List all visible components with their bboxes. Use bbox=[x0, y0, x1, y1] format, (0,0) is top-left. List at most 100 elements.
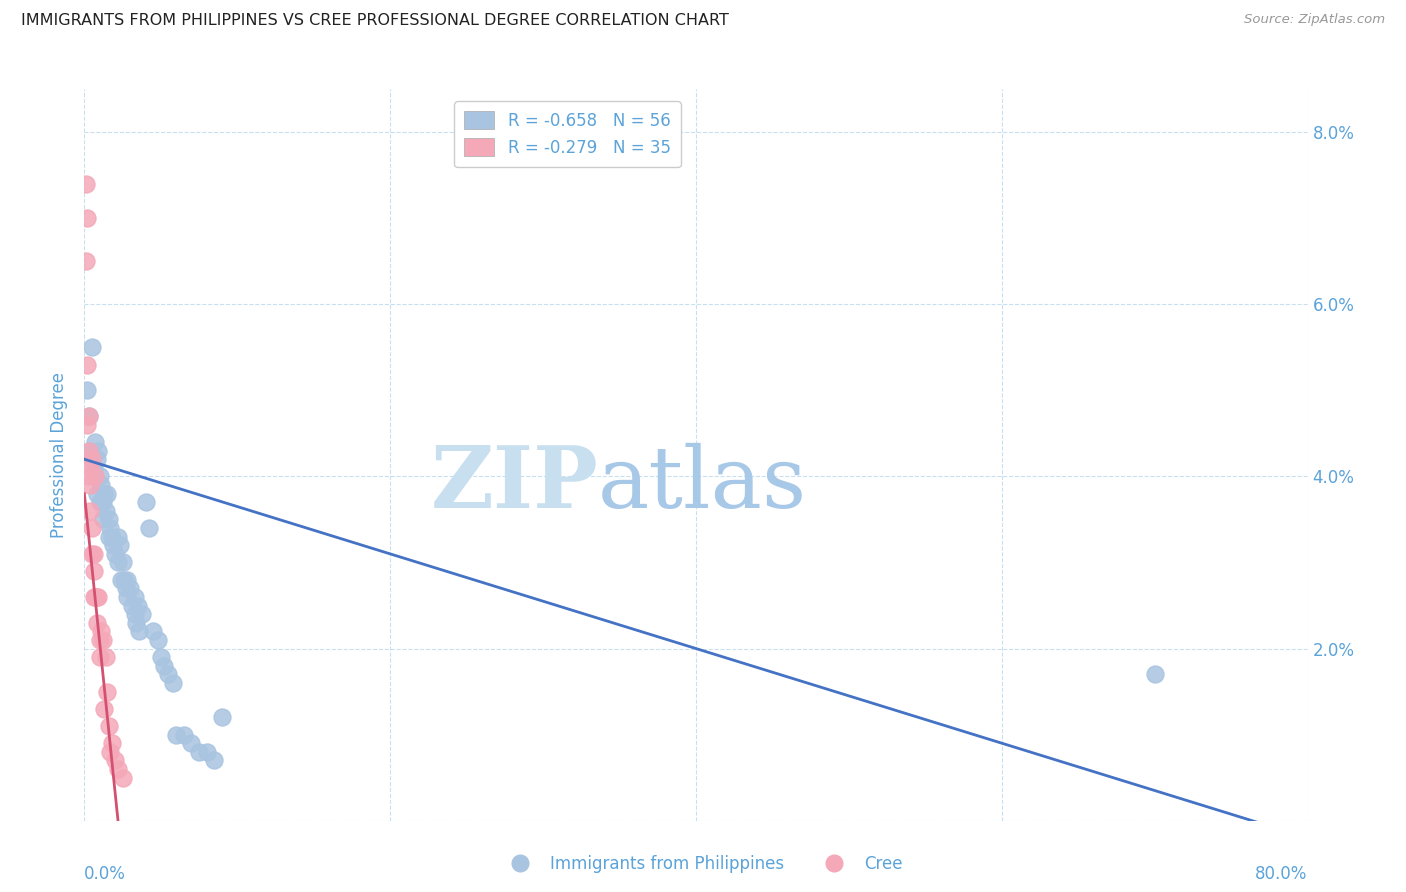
Text: 80.0%: 80.0% bbox=[1256, 864, 1308, 882]
Point bbox=[87, 590, 110, 604]
Point bbox=[80, 340, 103, 354]
Point bbox=[108, 538, 131, 552]
Legend: Immigrants from Philippines, Cree: Immigrants from Philippines, Cree bbox=[496, 848, 910, 880]
Point bbox=[107, 530, 129, 544]
Point bbox=[110, 573, 132, 587]
Point bbox=[111, 556, 134, 570]
Point bbox=[96, 486, 118, 500]
Point bbox=[111, 771, 134, 785]
Point bbox=[84, 469, 107, 483]
Point bbox=[211, 710, 233, 724]
Point bbox=[165, 728, 187, 742]
Point bbox=[146, 632, 169, 647]
Text: 0.0%: 0.0% bbox=[84, 864, 127, 882]
Point bbox=[138, 521, 160, 535]
Point bbox=[79, 478, 101, 492]
Point bbox=[86, 615, 108, 630]
Point bbox=[83, 460, 105, 475]
Point bbox=[87, 443, 110, 458]
Point bbox=[120, 582, 142, 596]
Point bbox=[75, 177, 97, 191]
Point bbox=[124, 607, 146, 621]
Point bbox=[114, 582, 136, 596]
Point bbox=[76, 417, 98, 432]
Point bbox=[195, 745, 218, 759]
Point bbox=[188, 745, 211, 759]
Point bbox=[97, 530, 120, 544]
Point bbox=[80, 521, 103, 535]
Point bbox=[91, 512, 114, 526]
Text: ZIP: ZIP bbox=[430, 442, 598, 526]
Point bbox=[76, 384, 98, 398]
Point bbox=[128, 624, 150, 639]
Point bbox=[91, 495, 114, 509]
Point bbox=[101, 736, 124, 750]
Text: Source: ZipAtlas.com: Source: ZipAtlas.com bbox=[1244, 13, 1385, 27]
Point bbox=[98, 521, 121, 535]
Point bbox=[76, 211, 98, 226]
Point bbox=[121, 599, 143, 613]
Point bbox=[77, 443, 100, 458]
Text: atlas: atlas bbox=[598, 442, 807, 525]
Point bbox=[84, 435, 107, 450]
Point bbox=[77, 443, 100, 458]
Point bbox=[131, 607, 153, 621]
Point bbox=[86, 590, 108, 604]
Point bbox=[79, 460, 101, 475]
Point bbox=[83, 547, 105, 561]
Point bbox=[162, 676, 184, 690]
Point bbox=[157, 667, 180, 681]
Point bbox=[89, 650, 111, 665]
Text: IMMIGRANTS FROM PHILIPPINES VS CREE PROFESSIONAL DEGREE CORRELATION CHART: IMMIGRANTS FROM PHILIPPINES VS CREE PROF… bbox=[21, 13, 728, 29]
Point bbox=[83, 564, 105, 578]
Point bbox=[77, 409, 100, 424]
Point bbox=[142, 624, 165, 639]
Point bbox=[91, 632, 114, 647]
Point bbox=[115, 573, 138, 587]
Point bbox=[90, 624, 112, 639]
Point bbox=[97, 719, 120, 733]
Point bbox=[135, 495, 157, 509]
Point bbox=[153, 658, 176, 673]
Point bbox=[93, 702, 115, 716]
Y-axis label: Professional Degree: Professional Degree bbox=[51, 372, 69, 538]
Point bbox=[93, 486, 115, 500]
Point bbox=[202, 753, 225, 767]
Point bbox=[173, 728, 195, 742]
Point bbox=[89, 469, 111, 483]
Point bbox=[94, 504, 117, 518]
Point bbox=[79, 504, 101, 518]
Point bbox=[89, 632, 111, 647]
Point bbox=[97, 512, 120, 526]
Point bbox=[107, 762, 129, 776]
Point bbox=[180, 736, 202, 750]
Point bbox=[115, 590, 138, 604]
Point bbox=[101, 530, 124, 544]
Point bbox=[107, 556, 129, 570]
Point bbox=[86, 452, 108, 467]
Point bbox=[94, 650, 117, 665]
Point bbox=[80, 547, 103, 561]
Point bbox=[124, 590, 146, 604]
Point bbox=[1143, 667, 1166, 681]
Point bbox=[149, 650, 172, 665]
Point bbox=[77, 469, 100, 483]
Point bbox=[84, 590, 107, 604]
Point bbox=[104, 753, 127, 767]
Legend: R = -0.658   N = 56, R = -0.279   N = 35: R = -0.658 N = 56, R = -0.279 N = 35 bbox=[454, 101, 681, 167]
Point bbox=[125, 615, 148, 630]
Point bbox=[103, 538, 125, 552]
Point bbox=[75, 254, 97, 268]
Point bbox=[86, 486, 108, 500]
Point bbox=[76, 358, 98, 372]
Point bbox=[80, 452, 103, 467]
Point bbox=[77, 409, 100, 424]
Point bbox=[112, 573, 135, 587]
Point bbox=[127, 599, 149, 613]
Point bbox=[96, 684, 118, 698]
Point bbox=[83, 590, 105, 604]
Point bbox=[90, 478, 112, 492]
Point bbox=[89, 495, 111, 509]
Point bbox=[98, 745, 121, 759]
Point bbox=[104, 547, 127, 561]
